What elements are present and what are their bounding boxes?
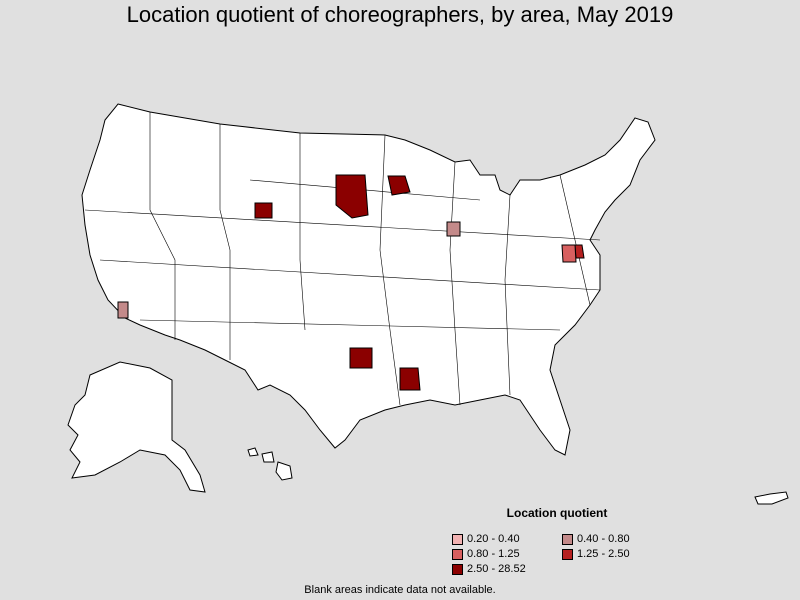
legend-swatch	[562, 548, 573, 560]
puerto-rico	[754, 491, 789, 505]
legend-item-3: 1.25 - 2.50	[562, 547, 672, 561]
legend-label: 0.80 - 1.25	[467, 548, 520, 560]
legend-items: 0.20 - 0.40 0.40 - 0.80 0.80 - 1.25 1.25…	[452, 532, 672, 576]
legend-item-2: 0.80 - 1.25	[452, 547, 562, 561]
area-oklahoma	[349, 347, 373, 369]
map-title: Location quotient of choreographers, by …	[126, 2, 674, 27]
hawaii	[247, 447, 293, 481]
legend-label: 0.40 - 0.80	[577, 533, 630, 545]
area-louisiana	[399, 367, 421, 391]
legend-item-4: 2.50 - 28.52	[452, 562, 562, 576]
area-north-dakota	[335, 174, 369, 219]
area-minnesota	[387, 175, 411, 196]
legend-item-1: 0.40 - 0.80	[562, 532, 672, 546]
legend-label: 0.20 - 0.40	[467, 533, 520, 545]
legend-label: 1.25 - 2.50	[577, 548, 630, 560]
area-virginia	[574, 244, 585, 259]
legend-swatch	[562, 533, 573, 545]
legend-label: 2.50 - 28.52	[467, 563, 526, 575]
mid-quotient-areas	[117, 221, 461, 319]
area-california	[117, 301, 129, 319]
legend-swatch	[452, 563, 463, 575]
area-west-virginia	[561, 244, 577, 263]
high-quotient-areas	[254, 174, 421, 391]
area-wyoming	[254, 202, 273, 219]
alaska	[67, 361, 206, 493]
legend-item-0: 0.20 - 0.40	[452, 532, 562, 546]
footnote: Blank areas indicate data not available.	[304, 584, 496, 596]
area-boundaries	[84, 112, 601, 406]
legend-title: Location quotient	[506, 506, 608, 520]
area-illinois	[446, 221, 461, 237]
legend: Location quotient 0.20 - 0.40 0.40 - 0.8…	[452, 506, 672, 576]
legend-swatch	[452, 548, 463, 560]
legend-swatch	[452, 533, 463, 545]
